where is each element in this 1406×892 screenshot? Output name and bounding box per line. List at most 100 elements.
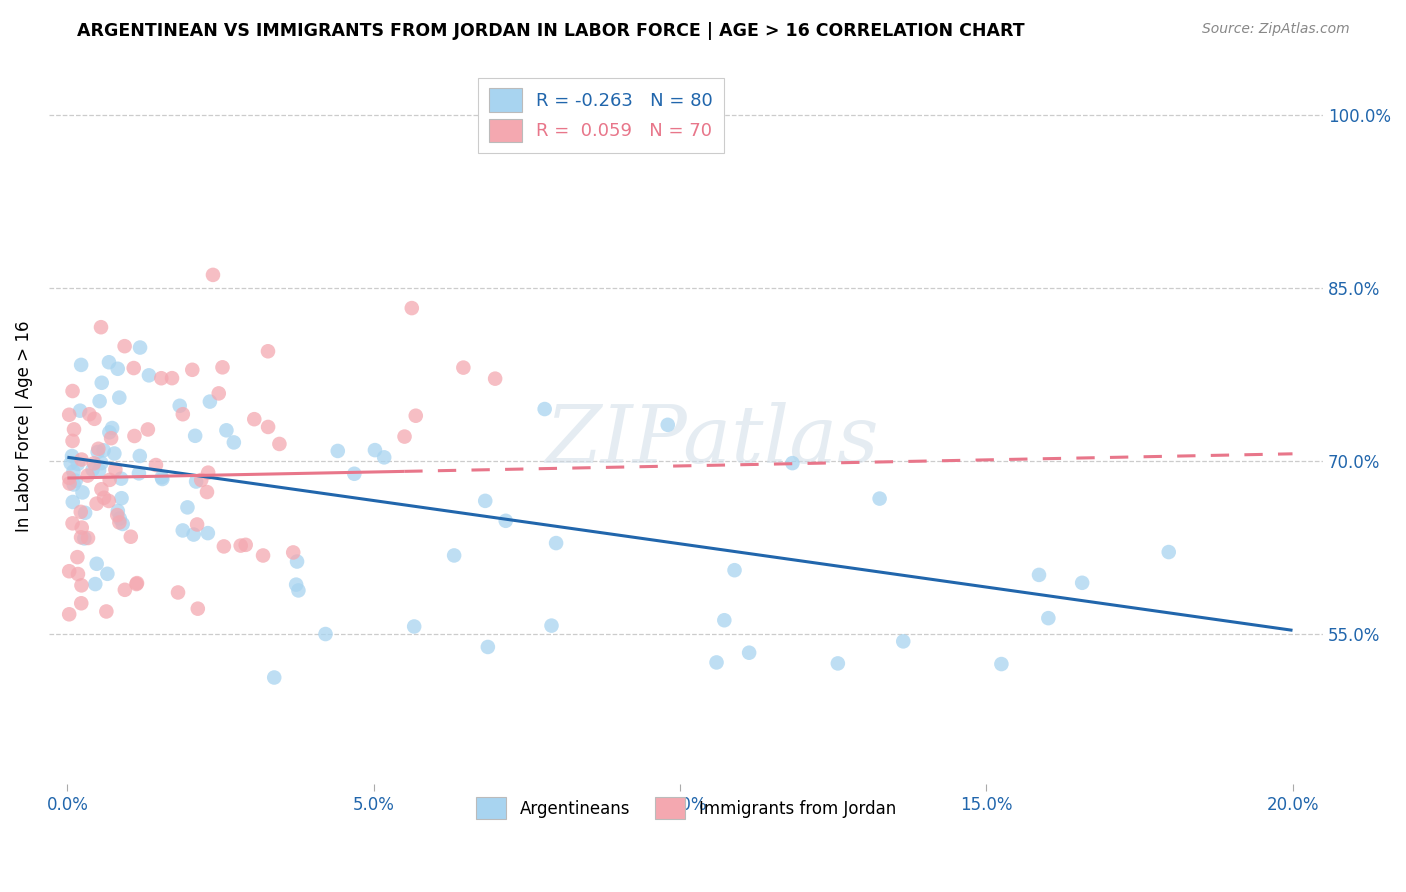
Point (208, 386, 231, 401)
Point (181, 363, 204, 377)
Point (150, 472, 173, 486)
Point (62, 495, 84, 509)
Point (72, 485, 94, 500)
Point (401, 301, 423, 315)
Point (373, 450, 395, 465)
Text: ZIPatlas: ZIPatlas (544, 401, 879, 479)
Point (84, 577, 107, 591)
Point (1071, 575, 1094, 590)
Point (70, 358, 93, 372)
Point (60, 449, 83, 463)
Point (98, 425, 121, 440)
Point (477, 640, 499, 654)
Y-axis label: In Labor Force | Age > 16: In Labor Force | Age > 16 (15, 320, 32, 532)
Point (212, 540, 235, 554)
Point (73, 532, 96, 546)
Point (75, 506, 97, 520)
Point (326, 444, 349, 458)
Point (62, 384, 84, 398)
Point (69, 505, 91, 519)
Point (70, 578, 93, 592)
Point (172, 407, 194, 421)
Point (79, 407, 101, 421)
Point (364, 443, 387, 458)
Point (187, 601, 209, 615)
Point (70, 520, 93, 534)
Point (990, 657, 1012, 671)
Point (66, 457, 89, 471)
Point (150, 470, 173, 484)
Point (287, 583, 309, 598)
Point (90, 482, 112, 496)
Point (343, 467, 366, 481)
Point (66, 550, 89, 565)
Point (120, 530, 142, 544)
Point (546, 536, 568, 550)
Point (453, 360, 475, 375)
Point (65, 474, 87, 488)
Point (111, 516, 134, 531)
Point (90, 320, 112, 334)
Point (723, 563, 745, 577)
Point (86, 557, 108, 571)
Point (195, 485, 218, 500)
Point (484, 371, 506, 385)
Point (474, 494, 496, 508)
Point (285, 577, 308, 591)
Point (160, 371, 183, 385)
Point (215, 423, 238, 437)
Point (235, 538, 257, 552)
Point (404, 619, 426, 633)
Point (657, 417, 679, 432)
Point (96, 605, 118, 619)
Point (122, 361, 145, 376)
Point (108, 511, 131, 525)
Point (198, 394, 221, 409)
Point (103, 446, 125, 460)
Point (82, 462, 104, 476)
Point (105, 508, 128, 522)
Point (183, 527, 205, 541)
Point (269, 437, 291, 451)
Point (201, 268, 224, 282)
Point (70, 596, 93, 610)
Point (129, 341, 152, 355)
Point (97, 494, 120, 508)
Point (62, 434, 84, 448)
Point (62, 516, 84, 531)
Point (283, 545, 305, 559)
Point (107, 361, 129, 376)
Point (190, 473, 212, 487)
Point (263, 671, 285, 685)
Point (70, 452, 93, 467)
Point (495, 514, 517, 528)
Point (107, 504, 129, 518)
Point (184, 429, 207, 443)
Text: Source: ZipAtlas.com: Source: ZipAtlas.com (1202, 22, 1350, 37)
Point (443, 549, 465, 563)
Point (101, 421, 124, 435)
Point (257, 420, 280, 434)
Point (713, 613, 735, 627)
Text: ARGENTINEAN VS IMMIGRANTS FROM JORDAN IN LABOR FORCE | AGE > 16 CORRELATION CHAR: ARGENTINEAN VS IMMIGRANTS FROM JORDAN IN… (77, 22, 1025, 40)
Point (83, 456, 105, 470)
Point (252, 549, 274, 563)
Point (77, 531, 100, 545)
Point (533, 402, 555, 417)
Point (169, 399, 191, 413)
Point (394, 429, 416, 443)
Point (869, 491, 891, 506)
Point (827, 657, 849, 671)
Point (104, 462, 127, 476)
Point (138, 368, 160, 383)
Point (93, 443, 115, 458)
Point (706, 656, 728, 670)
Point (125, 576, 148, 591)
Point (1157, 545, 1180, 559)
Point (738, 646, 761, 660)
Point (285, 555, 308, 569)
Point (96, 566, 118, 581)
Point (315, 627, 337, 641)
Point (70, 530, 93, 544)
Point (86, 445, 108, 459)
